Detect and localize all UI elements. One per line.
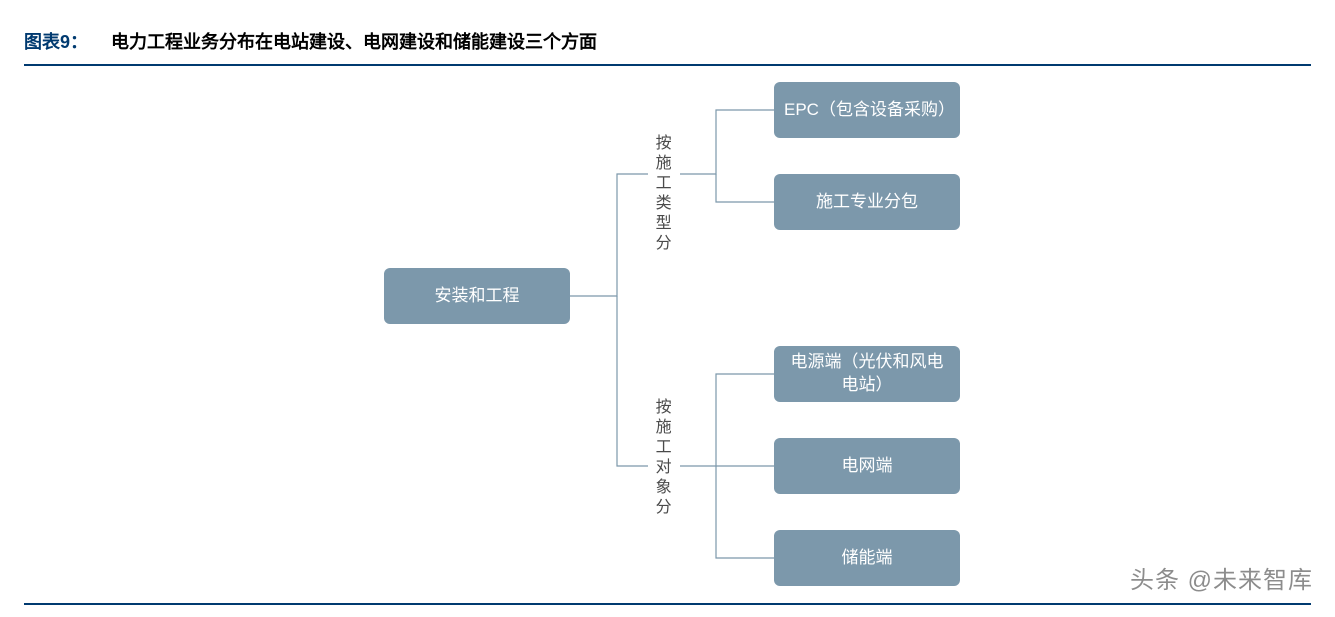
leaf-node: 施工专业分包	[774, 174, 960, 230]
diagram-edge	[680, 374, 774, 466]
diagram-edge	[716, 174, 774, 202]
diagram-edges	[0, 0, 1335, 617]
diagram-edge	[680, 110, 774, 174]
leaf-node: 储能端	[774, 530, 960, 586]
footer-divider	[24, 603, 1311, 605]
leaf-node: 电源端（光伏和风电电站）	[774, 346, 960, 402]
leaf-node: 电网端	[774, 438, 960, 494]
diagram-edge	[716, 466, 774, 558]
diagram-edge	[617, 296, 648, 466]
leaf-node: EPC（包含设备采购）	[774, 82, 960, 138]
branch-label: 按施工类型分	[654, 134, 673, 254]
branch-label: 按施工对象分	[654, 398, 673, 518]
diagram-edge	[570, 174, 648, 296]
root-node: 安装和工程	[384, 268, 570, 324]
